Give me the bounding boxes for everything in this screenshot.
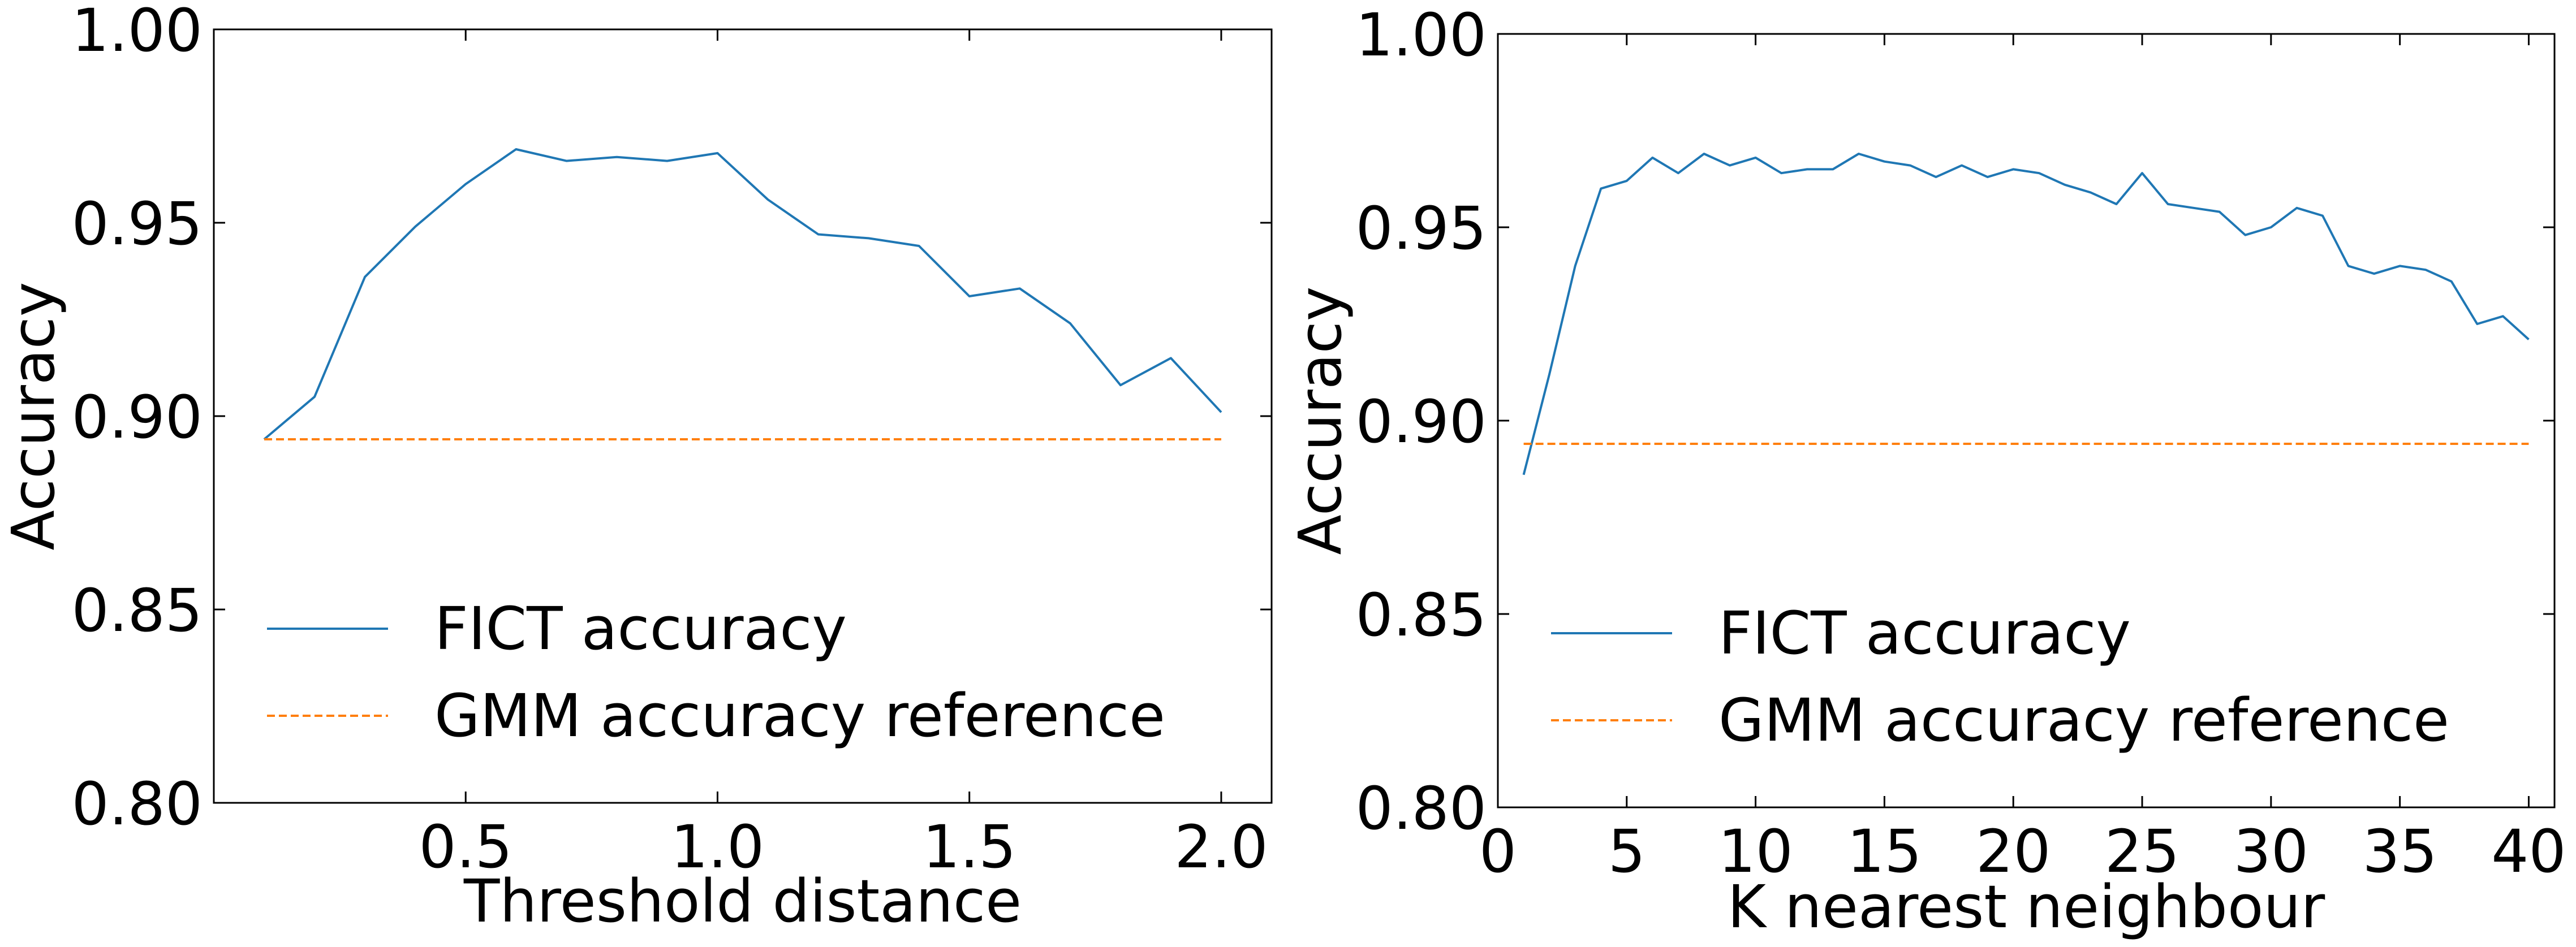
y-tick-label: 1.00 (71, 0, 203, 65)
chart-panel-k-nearest: 0.80 0.85 0.90 0.95 1.00 0 5 10 15 20 25 30 35 40 K … (1286, 1, 2566, 941)
x-tick-label: 20 (1976, 817, 2051, 886)
y-tick-label: 0.90 (1355, 387, 1487, 456)
y-axis-ticks: 0.80 0.85 0.90 0.95 1.00 (71, 0, 1272, 838)
x-tick-label: 2.0 (1174, 812, 1268, 881)
x-tick-label: 1.0 (671, 812, 764, 881)
legend-label-gmm-accuracy-reference: GMM accuracy reference (434, 681, 1165, 750)
y-tick-label: 0.95 (1355, 194, 1487, 263)
x-tick-label: 0.5 (419, 812, 512, 881)
x-tick-label: 35 (2362, 817, 2437, 886)
legend-label-gmm-accuracy-reference: GMM accuracy reference (1718, 686, 2449, 755)
chart-panel-threshold: 0.80 0.85 0.90 0.95 1.00 0.5 1.0 1.5 2.0 Thresh… (0, 0, 1273, 936)
y-tick-label: 0.90 (71, 383, 203, 452)
x-tick-label: 1.5 (923, 812, 1016, 881)
x-tick-label: 30 (2234, 817, 2308, 886)
legend: FICT accuracy GMM accuracy reference (1551, 599, 2449, 755)
series-layer (263, 148, 1222, 440)
x-axis-label: Threshold distance (463, 867, 1022, 936)
legend-label-fict-accuracy: FICT accuracy (434, 594, 847, 663)
series-layer (1522, 153, 2530, 475)
legend-label-fict-accuracy: FICT accuracy (1718, 599, 2131, 668)
y-tick-label: 1.00 (1355, 1, 1487, 70)
x-axis-ticks: 0 5 10 15 20 25 30 35 40 (1479, 34, 2566, 886)
x-axis-ticks: 0.5 1.0 1.5 2.0 (419, 29, 1268, 881)
legend: FICT accuracy GMM accuracy reference (267, 594, 1165, 750)
y-tick-label: 0.95 (71, 189, 203, 258)
x-tick-label: 0 (1479, 817, 1517, 886)
x-tick-label: 5 (1608, 817, 1645, 886)
y-axis-label: Accuracy (0, 282, 68, 551)
x-tick-label: 10 (1718, 817, 1793, 886)
y-tick-label: 0.85 (71, 576, 203, 645)
y-tick-label: 0.80 (1355, 774, 1487, 843)
x-tick-label: 15 (1847, 817, 1922, 886)
series-line-fict-accuracy (263, 148, 1222, 440)
y-tick-label: 0.85 (1355, 581, 1487, 650)
y-tick-label: 0.80 (71, 769, 203, 838)
x-tick-label: 40 (2491, 817, 2566, 886)
y-axis-label: Accuracy (1286, 287, 1355, 555)
series-line-fict-accuracy (1522, 153, 2530, 475)
x-axis-label: K nearest neighbour (1728, 872, 2325, 941)
y-axis-ticks: 0.80 0.85 0.90 0.95 1.00 (1355, 1, 2555, 843)
x-tick-label: 25 (2105, 817, 2179, 886)
